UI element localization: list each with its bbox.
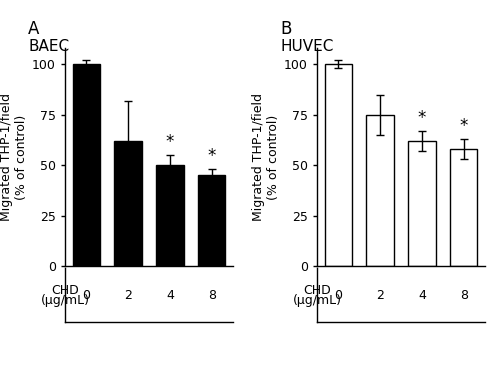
Bar [408,141,436,266]
Bar [72,64,100,266]
Text: 0: 0 [82,289,90,302]
Bar [450,149,477,266]
Text: HUVEC: HUVEC [280,39,334,54]
Text: 4: 4 [166,289,174,302]
Text: *: * [208,147,216,165]
Bar [198,175,226,266]
Text: B: B [280,20,291,38]
Y-axis label: Migrated THP-1/field
(% of control): Migrated THP-1/field (% of control) [0,93,28,221]
Y-axis label: Migrated THP-1/field
(% of control): Migrated THP-1/field (% of control) [252,93,280,221]
Text: *: * [460,117,468,135]
Bar [156,165,184,266]
Text: (μg/mL): (μg/mL) [40,294,90,307]
Text: (μg/mL): (μg/mL) [292,294,342,307]
Bar [114,141,141,266]
Text: 8: 8 [460,289,468,302]
Bar [366,115,394,266]
Text: 4: 4 [418,289,426,302]
Text: A: A [28,20,40,38]
Text: 2: 2 [376,289,384,302]
Text: *: * [166,133,174,151]
Text: CHD: CHD [52,284,79,297]
Text: *: * [418,109,426,127]
Text: CHD: CHD [304,284,331,297]
Text: 0: 0 [334,289,342,302]
Text: 8: 8 [208,289,216,302]
Bar [324,64,352,266]
Text: BAEC: BAEC [28,39,69,54]
Text: 2: 2 [124,289,132,302]
